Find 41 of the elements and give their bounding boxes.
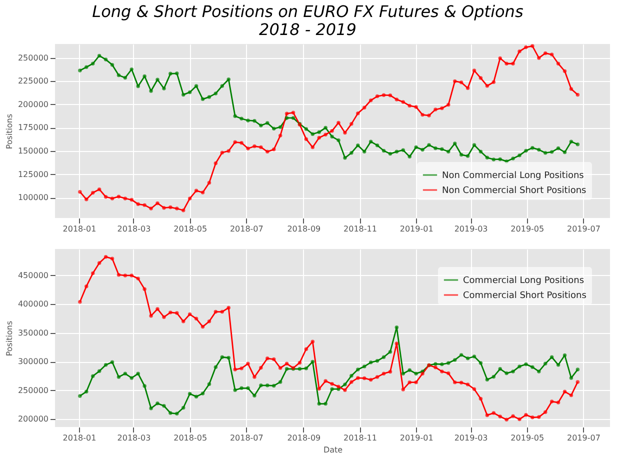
y-tick-label: 300000 bbox=[18, 357, 48, 366]
x-tick-label: 2018-01 bbox=[62, 224, 96, 234]
x-tick-label: 2019-01 bbox=[400, 224, 434, 234]
x-tick-label: 2018-03 bbox=[117, 224, 151, 234]
x-tick-label: 2018-11 bbox=[344, 224, 377, 234]
legend-label: Non Commercial Long Positions bbox=[442, 171, 584, 181]
x-tick-label: 2019-05 bbox=[510, 224, 544, 234]
y-tick-label: 225000 bbox=[18, 76, 48, 86]
y-tick-label: 400000 bbox=[18, 300, 48, 309]
x-tick-label: 2018-01 bbox=[62, 434, 96, 442]
x-tick-label: 2018-03 bbox=[117, 434, 151, 442]
x-tick-label: 2019-01 bbox=[400, 434, 434, 442]
y-tick-label: 175000 bbox=[18, 123, 48, 132]
x-tick-label: 2019-07 bbox=[567, 224, 600, 234]
x-tick-label: 2018-07 bbox=[230, 224, 264, 234]
x-tick-label: 2018-09 bbox=[287, 224, 321, 234]
x-tick-label: 2018-05 bbox=[174, 224, 208, 234]
chart-title: Long & Short Positions on EURO FX Futures & Options 2018 - 2019 bbox=[92, 2, 524, 39]
y-tick-label: 125000 bbox=[18, 170, 48, 179]
y-tick-label: 450000 bbox=[18, 270, 48, 280]
y-tick-label: 250000 bbox=[18, 53, 48, 62]
legend-label: Non Commercial Short Positions bbox=[442, 186, 587, 196]
y-tick-label: 200000 bbox=[18, 414, 48, 424]
x-tick-label: 2019-03 bbox=[454, 224, 488, 234]
legend-label: Commercial Short Positions bbox=[463, 291, 587, 301]
y-tick-label: 250000 bbox=[18, 386, 48, 395]
x-tick-label: 2019-07 bbox=[567, 434, 600, 442]
x-axis-title: Date bbox=[323, 446, 343, 454]
x-tick-label: 2019-03 bbox=[454, 434, 488, 442]
y-tick-label: 200000 bbox=[18, 100, 48, 109]
x-tick-label: 2018-05 bbox=[174, 434, 208, 442]
x-tick-label: 2019-05 bbox=[510, 434, 544, 442]
y-axis-title: Positions bbox=[4, 114, 14, 150]
x-tick-label: 2018-09 bbox=[287, 434, 321, 442]
x-tick-label: 2018-07 bbox=[230, 434, 264, 442]
y-tick-label: 350000 bbox=[18, 328, 48, 338]
y-tick-label: 150000 bbox=[18, 146, 48, 156]
x-tick-label: 2018-11 bbox=[344, 434, 377, 442]
legend-label: Commercial Long Positions bbox=[463, 276, 584, 286]
y-axis-title: Positions bbox=[4, 320, 14, 356]
y-tick-label: 100000 bbox=[18, 193, 48, 202]
